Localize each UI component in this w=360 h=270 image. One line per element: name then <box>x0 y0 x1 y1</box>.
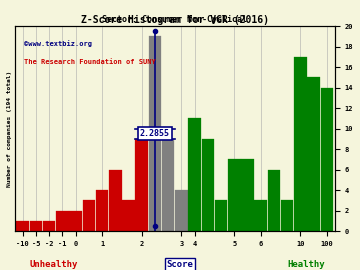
Text: Healthy: Healthy <box>287 260 325 269</box>
Bar <box>162 139 175 231</box>
Bar <box>96 190 108 231</box>
Y-axis label: Number of companies (194 total): Number of companies (194 total) <box>7 70 12 187</box>
Bar <box>149 36 161 231</box>
Bar <box>122 200 135 231</box>
Bar <box>175 190 188 231</box>
Bar <box>228 159 240 231</box>
Bar <box>255 200 267 231</box>
Bar <box>268 170 280 231</box>
Bar <box>215 200 228 231</box>
Bar <box>109 170 122 231</box>
Bar <box>188 118 201 231</box>
Text: Sector: Consumer Non-Cyclical: Sector: Consumer Non-Cyclical <box>102 15 247 24</box>
Text: 2.2855: 2.2855 <box>140 129 170 138</box>
Bar <box>82 200 95 231</box>
Title: Z-Score Histogram for VGR (2016): Z-Score Histogram for VGR (2016) <box>81 15 269 25</box>
Bar <box>69 211 82 231</box>
Bar <box>135 139 148 231</box>
Bar <box>307 77 320 231</box>
Text: Unhealthy: Unhealthy <box>30 260 78 269</box>
Bar <box>30 221 42 231</box>
Text: The Research Foundation of SUNY: The Research Foundation of SUNY <box>24 59 156 65</box>
Text: Score: Score <box>167 260 193 269</box>
Bar <box>281 200 293 231</box>
Bar <box>202 139 214 231</box>
Bar <box>321 88 333 231</box>
Bar <box>241 159 254 231</box>
Bar <box>16 221 29 231</box>
Text: ©www.textbiz.org: ©www.textbiz.org <box>24 40 92 47</box>
Bar <box>43 221 55 231</box>
Bar <box>294 57 307 231</box>
Bar <box>56 211 69 231</box>
